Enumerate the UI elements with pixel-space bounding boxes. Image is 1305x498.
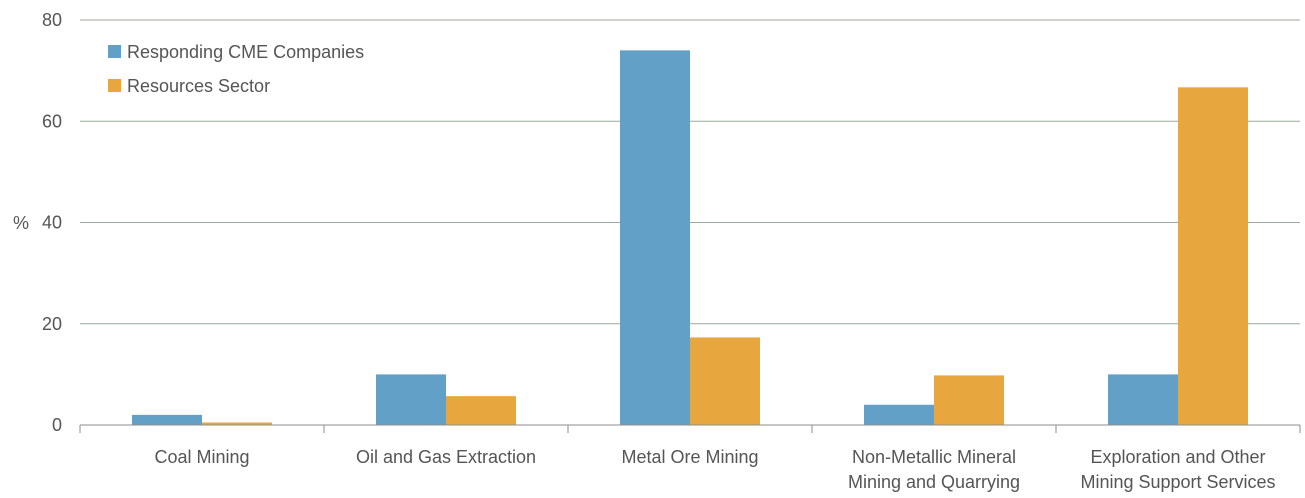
- bar-resources-sector: [690, 337, 760, 425]
- bar-responding-cme: [1108, 374, 1178, 425]
- bar-responding-cme: [132, 414, 202, 425]
- x-axis-ticks: Coal Mining Oil and Gas Extraction Metal O…: [79, 425, 1301, 492]
- bars: [132, 50, 1248, 426]
- x-category-label: Oil and Gas Extraction: [356, 447, 536, 467]
- y-tick-label: 60: [42, 111, 62, 131]
- legend-label: Resources Sector: [127, 76, 270, 96]
- legend-swatch: [108, 45, 121, 58]
- bar-responding-cme: [620, 50, 690, 425]
- bar-resources-sector: [1178, 87, 1248, 426]
- legend-label: Responding CME Companies: [127, 42, 364, 62]
- x-category-label: Mining Support Services: [1080, 472, 1275, 492]
- y-axis-label: %: [13, 213, 29, 233]
- y-tick-label: 20: [42, 314, 62, 334]
- legend-swatch: [108, 79, 121, 92]
- legend: Responding CME Companies Resources Sector: [108, 42, 364, 96]
- y-axis-label-group: %: [13, 213, 29, 233]
- bar-resources-sector: [446, 396, 516, 425]
- bar-resources-sector: [934, 375, 1004, 425]
- bar-resources-sector: [202, 422, 272, 425]
- bar-responding-cme: [864, 404, 934, 425]
- bar-responding-cme: [376, 374, 446, 425]
- y-tick-label: 40: [42, 213, 62, 233]
- x-category-label: Mining and Quarrying: [848, 472, 1020, 492]
- x-category-label: Metal Ore Mining: [621, 447, 758, 467]
- y-tick-label: 0: [52, 415, 62, 435]
- x-category-label: Coal Mining: [154, 447, 249, 467]
- x-category-label: Exploration and Other: [1090, 447, 1265, 467]
- y-axis-ticks: 0 20 40 60 80: [42, 10, 62, 435]
- x-category-label: Non-Metallic Mineral: [852, 447, 1016, 467]
- y-tick-label: 80: [42, 10, 62, 30]
